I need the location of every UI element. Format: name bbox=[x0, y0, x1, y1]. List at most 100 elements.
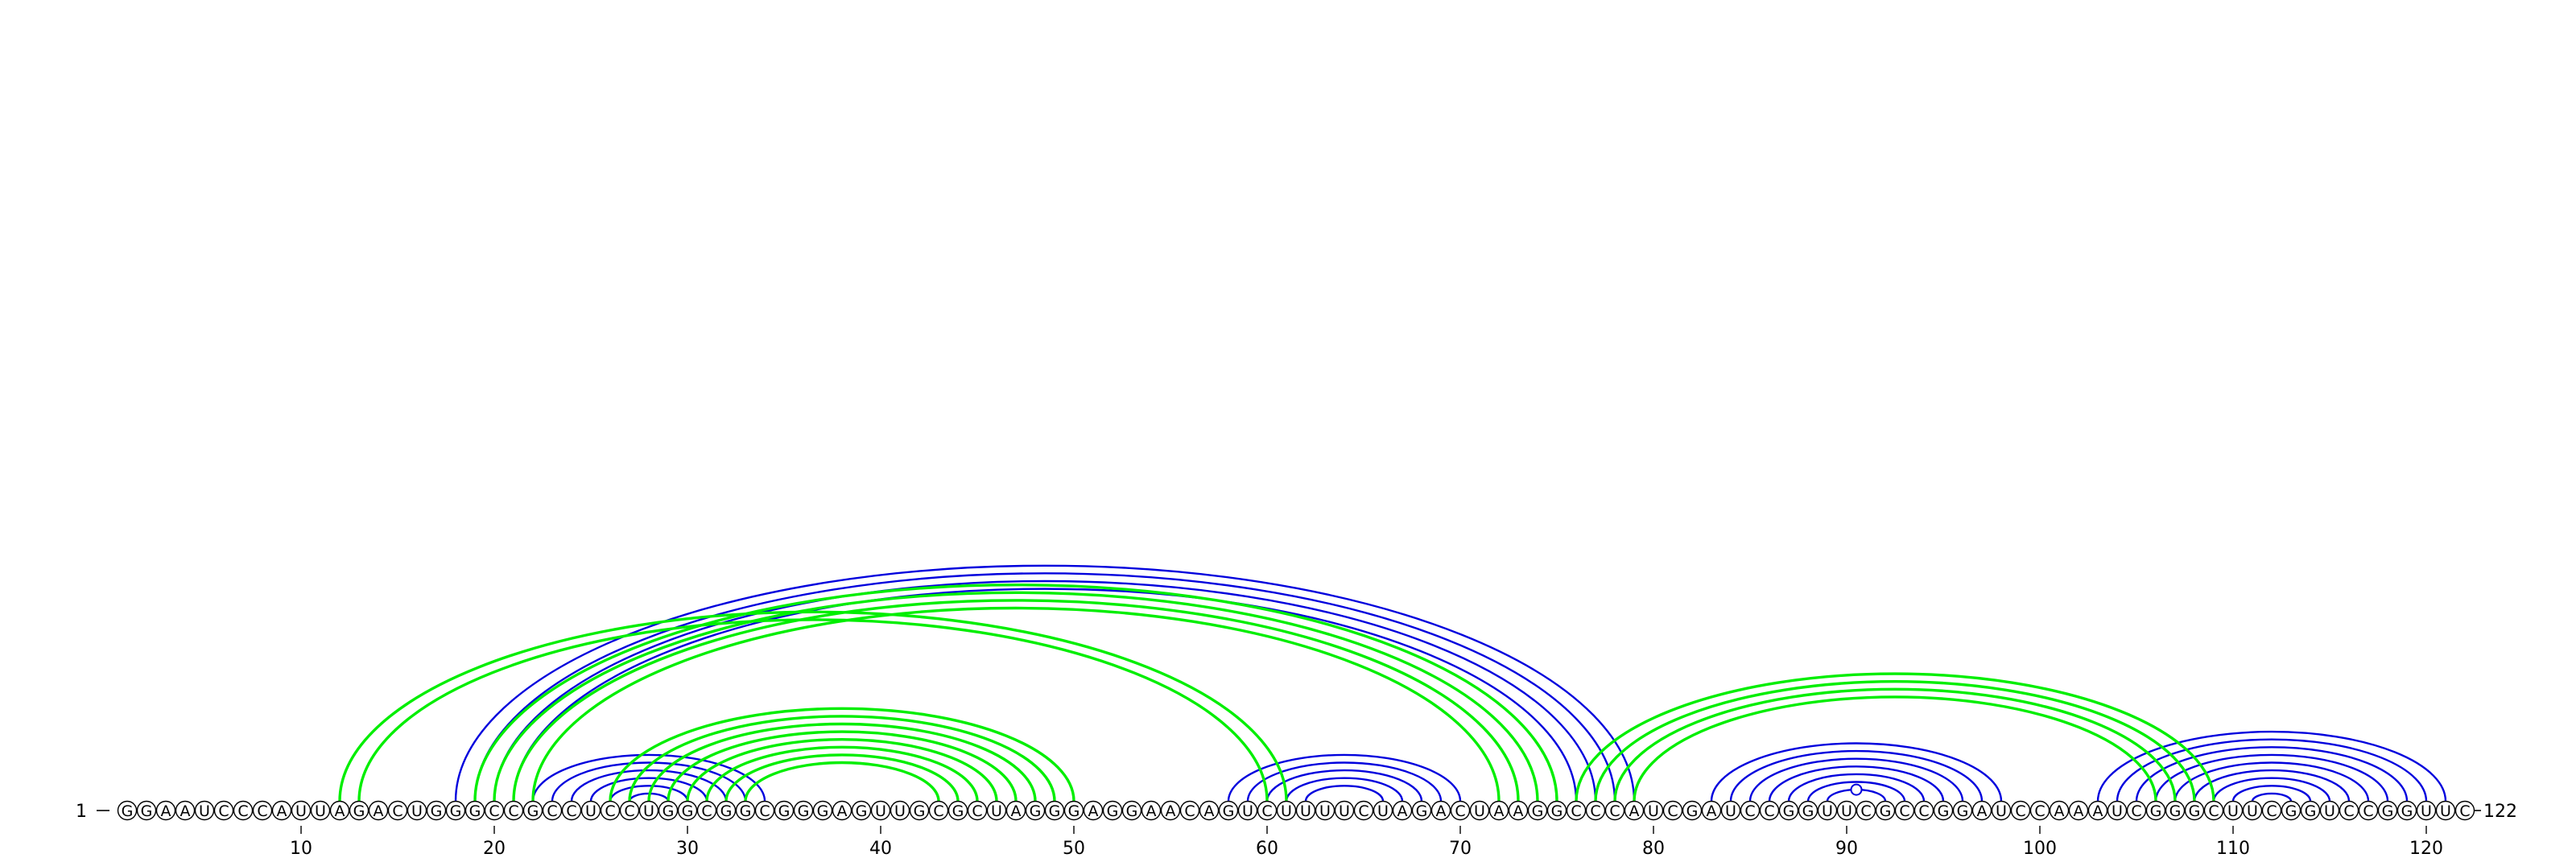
nucleotide-circle bbox=[2126, 800, 2147, 821]
nucleotide: C bbox=[1566, 800, 1587, 821]
nucleotide-letter: C bbox=[1764, 802, 1774, 820]
base-pair-arc bbox=[338, 610, 1288, 802]
nucleotide-letter: G bbox=[2401, 802, 2413, 820]
base-pair-arc bbox=[531, 753, 766, 802]
nucleotide-letter: C bbox=[2343, 802, 2354, 820]
nucleotide: C bbox=[696, 800, 717, 821]
nucleotide: U bbox=[2242, 800, 2263, 821]
nucleotide-circle bbox=[1353, 800, 1374, 821]
nucleotide: A bbox=[155, 800, 176, 821]
nucleotide-circle bbox=[484, 800, 505, 821]
nucleotide-letter: C bbox=[257, 802, 267, 820]
nucleotide: G bbox=[2396, 800, 2417, 821]
nucleotide-letter: C bbox=[547, 802, 557, 820]
nucleotide-letter: U bbox=[2247, 802, 2258, 820]
nucleotide-circle bbox=[1624, 800, 1645, 821]
nucleotide: G bbox=[1527, 800, 1548, 821]
nucleotide: A bbox=[329, 800, 350, 821]
nucleotide-letter: C bbox=[972, 802, 982, 820]
nucleotide-circle bbox=[175, 800, 196, 821]
nucleotide-circle bbox=[735, 800, 756, 821]
nucleotide: G bbox=[812, 800, 833, 821]
nucleotide: C bbox=[387, 800, 408, 821]
nucleotide: C bbox=[2261, 800, 2282, 821]
base-pair-arc bbox=[1246, 761, 1443, 802]
nucleotide-circle bbox=[1334, 800, 1355, 821]
nucleotide-circle bbox=[1508, 800, 1529, 821]
nucleotide: C bbox=[1894, 800, 1915, 821]
nucleotide-letter: A bbox=[180, 802, 191, 820]
nucleotide: U bbox=[2223, 800, 2244, 821]
nucleotide-letter: A bbox=[1204, 802, 1215, 820]
nucleotide-circle bbox=[1063, 800, 1084, 821]
nucleotide-letter: C bbox=[605, 802, 615, 820]
nucleotide-circle bbox=[2029, 800, 2050, 821]
start-label: 1 bbox=[76, 802, 87, 822]
nucleotide-circle bbox=[117, 800, 138, 821]
base-pair-arc bbox=[1285, 777, 1404, 802]
nucleotide-circle bbox=[213, 800, 234, 821]
nucleotide: C bbox=[2454, 800, 2475, 821]
nucleotide-letter: G bbox=[1957, 802, 1969, 820]
nucleotide: C bbox=[1759, 800, 1780, 821]
nucleotide: G bbox=[1778, 800, 1799, 821]
nucleotide-letter: U bbox=[1339, 802, 1350, 820]
nucleotide-circle bbox=[445, 800, 466, 821]
nucleotide-letter: C bbox=[237, 802, 248, 820]
nucleotide: C bbox=[542, 800, 563, 821]
nucleotide-letter: U bbox=[1822, 802, 1833, 820]
nucleotide-circle bbox=[1315, 800, 1335, 821]
nucleotide-circle bbox=[2261, 800, 2282, 821]
nucleotide-circle bbox=[2203, 800, 2224, 821]
nucleotide: G bbox=[909, 800, 930, 821]
tick-label: 80 bbox=[1642, 839, 1665, 858]
base-pair-arc bbox=[2193, 769, 2351, 802]
nucleotide-circle bbox=[2087, 800, 2108, 821]
nucleotide-letter: A bbox=[1088, 802, 1099, 820]
nucleotide-letter: U bbox=[1300, 802, 1311, 820]
arcs-layer bbox=[338, 564, 2447, 802]
tick-label: 50 bbox=[1063, 839, 1085, 858]
nucleotide-letter: C bbox=[1590, 802, 1600, 820]
nucleotide-letter: C bbox=[2459, 802, 2470, 820]
nucleotide-letter: A bbox=[1397, 802, 1408, 820]
nucleotide-circle bbox=[909, 800, 930, 821]
nucleotide-circle bbox=[890, 800, 910, 821]
nucleotide-circle bbox=[1044, 800, 1065, 821]
base-pair-arc bbox=[473, 584, 1558, 802]
nucleotide-letter: C bbox=[1261, 802, 1272, 820]
base-pair-arc bbox=[1787, 773, 1926, 802]
nucleotide-letter: C bbox=[1744, 802, 1755, 820]
nucleotide: U bbox=[1991, 800, 2012, 821]
nucleotide-letter: C bbox=[2363, 802, 2373, 820]
nucleotide-circle bbox=[1778, 800, 1799, 821]
nucleotide-letter: C bbox=[218, 802, 229, 820]
base-pair-arc bbox=[628, 715, 1056, 802]
base-pair-arc bbox=[531, 606, 1501, 802]
nucleotide: G bbox=[117, 800, 138, 821]
nucleotide: G bbox=[1952, 800, 1973, 821]
base-pair-arc bbox=[2212, 777, 2331, 802]
nucleotide: G bbox=[445, 800, 466, 821]
nucleotide-circle bbox=[155, 800, 176, 821]
nucleotide-circle bbox=[658, 800, 679, 821]
nucleotide-letter: G bbox=[1049, 802, 1061, 820]
nucleotide-letter: G bbox=[122, 802, 134, 820]
nucleotide-letter: G bbox=[2382, 802, 2394, 820]
nucleotide-letter: C bbox=[489, 802, 499, 820]
nucleotide-circle bbox=[619, 800, 640, 821]
nucleotide-letter: G bbox=[682, 802, 694, 820]
nucleotide: A bbox=[1141, 800, 1162, 821]
nucleotide: G bbox=[1121, 800, 1142, 821]
base-pair-arc bbox=[473, 572, 1616, 802]
nucleotide: C bbox=[233, 800, 254, 821]
nucleotide-circle bbox=[754, 800, 775, 821]
nucleotide-circle bbox=[1682, 800, 1703, 821]
nucleotide-circle bbox=[136, 800, 157, 821]
nucleotide: C bbox=[1257, 800, 1278, 821]
nucleotide: G bbox=[1682, 800, 1703, 821]
nucleotide: A bbox=[1199, 800, 1220, 821]
nucleotide: U bbox=[310, 800, 331, 821]
nucleotide-circle bbox=[503, 800, 524, 821]
nucleotide-circle bbox=[812, 800, 833, 821]
